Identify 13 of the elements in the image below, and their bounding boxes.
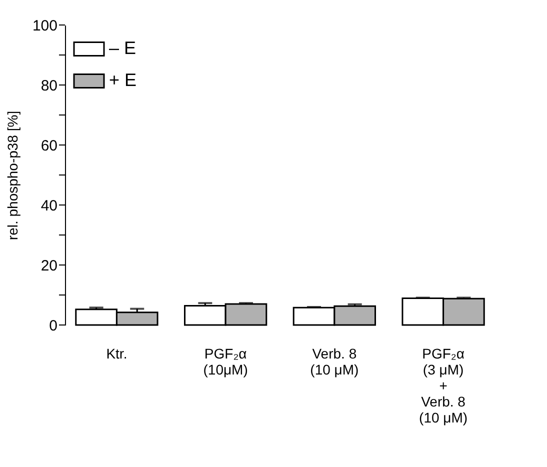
y-tick-label: 100 — [32, 18, 58, 34]
y-tick-label: 20 — [40, 258, 58, 274]
x-tick-label: PGF₂α (10μM) — [203, 346, 248, 378]
y-tick-label: 0 — [49, 318, 58, 334]
legend-label: – E — [109, 38, 136, 58]
y-tick-label: 40 — [40, 198, 58, 214]
x-tick-label: Ktr. — [106, 346, 128, 362]
y-axis-title: rel. phospho-p38 [%] — [4, 110, 20, 240]
x-tick-label: Verb. 8 (10 μM) — [310, 346, 359, 378]
legend-label: + E — [109, 70, 137, 90]
y-tick-label: 80 — [40, 78, 58, 94]
x-tick-label: PGF₂α (3 μM) + Verb. 8 (10 μM) — [419, 346, 468, 426]
y-tick-label: 60 — [40, 138, 58, 154]
